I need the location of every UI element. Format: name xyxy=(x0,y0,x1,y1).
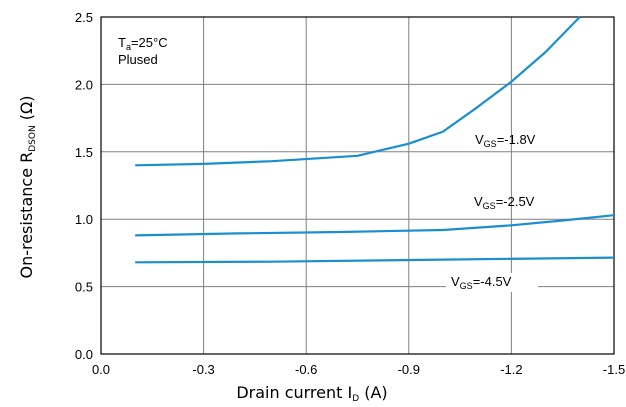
x-tick-label: -1.5 xyxy=(603,362,625,377)
y-tick-label: 1.5 xyxy=(75,145,93,160)
x-tick-labels: 0.0 -0.3 -0.6 -0.9 -1.2 -1.5 xyxy=(92,362,625,377)
series-line-2 xyxy=(135,214,615,237)
grid xyxy=(101,17,614,354)
y-axis-title: On-resistance RDSON (Ω) xyxy=(17,95,38,278)
mode-label: Plused xyxy=(118,52,158,67)
series-line-3 xyxy=(135,256,615,264)
x-tick-label: -0.9 xyxy=(398,362,420,377)
series-label-bg xyxy=(446,273,538,292)
plot-frame xyxy=(100,16,615,355)
y-tick-label: 1.0 xyxy=(75,212,93,227)
y-tick-labels: 0.0 0.5 1.0 1.5 2.0 2.5 xyxy=(75,10,93,362)
x-tick-label: -0.3 xyxy=(192,362,214,377)
series-labels: VGS=-1.8V VGS=-2.5V VGS=-4.5V xyxy=(446,132,538,292)
series-label-1: VGS=-1.8V xyxy=(475,132,536,149)
x-tick-label: -0.6 xyxy=(295,362,317,377)
y-tick-label: 0.5 xyxy=(75,280,93,295)
x-tick-label: -1.2 xyxy=(500,362,522,377)
series-label-3: VGS=-4.5V xyxy=(451,274,512,291)
series-line-1 xyxy=(135,16,581,167)
series-label-2: VGS=-2.5V xyxy=(474,194,535,211)
conditions-annotation: Ta=25°C Plused xyxy=(118,35,168,67)
y-tick-label: 2.0 xyxy=(75,77,93,92)
series-lines xyxy=(135,16,615,264)
y-tick-label: 2.5 xyxy=(75,10,93,25)
y-tick-label: 0.0 xyxy=(75,347,93,362)
x-axis-title: Drain current ID (A) xyxy=(236,383,387,404)
x-tick-label: 0.0 xyxy=(92,362,110,377)
temp-label: Ta=25°C xyxy=(118,35,168,52)
